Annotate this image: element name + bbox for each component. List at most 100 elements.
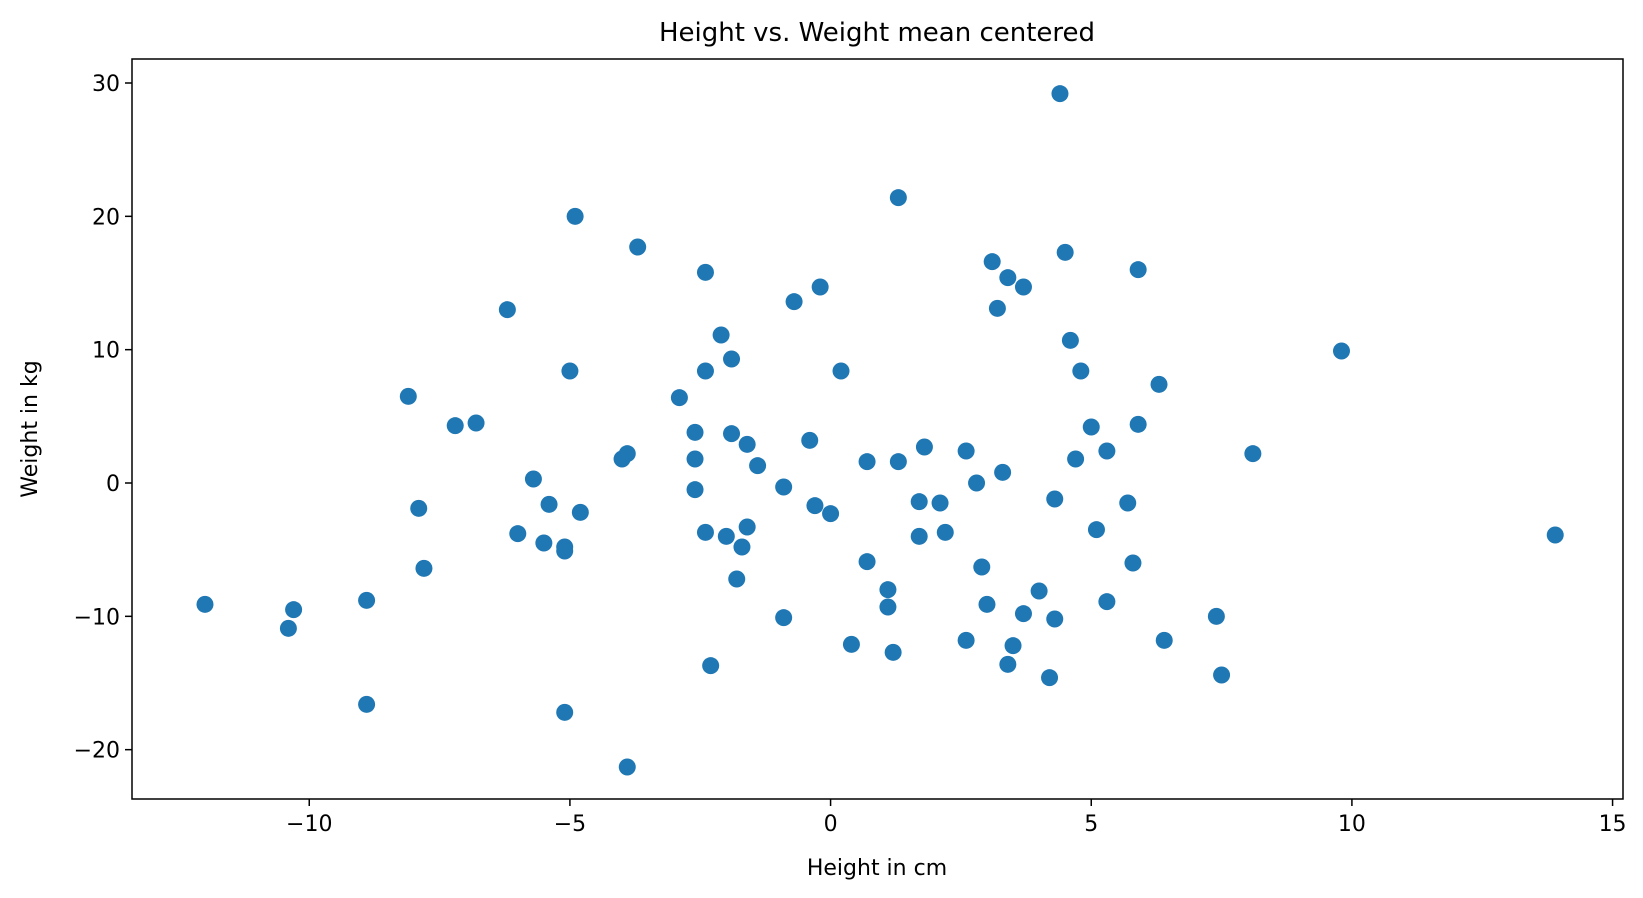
data-point	[858, 553, 876, 571]
data-point	[775, 478, 793, 496]
y-axis-ticks: −20 −10 0 10 20 30	[74, 72, 132, 764]
data-point	[1014, 278, 1032, 296]
y-tick-label: 30	[92, 72, 120, 97]
x-tick-label: 5	[1084, 812, 1098, 837]
data-point	[879, 598, 897, 616]
data-point	[1067, 450, 1085, 468]
data-point	[936, 523, 954, 541]
data-point	[561, 362, 579, 380]
data-point	[196, 595, 214, 613]
data-point	[696, 263, 714, 281]
data-point	[540, 495, 558, 513]
data-point	[1046, 490, 1064, 508]
data-point	[1546, 526, 1564, 544]
data-point	[1098, 593, 1116, 611]
data-point	[957, 442, 975, 460]
data-point	[1155, 631, 1173, 649]
data-point	[968, 474, 986, 492]
data-point	[1041, 669, 1059, 687]
data-point	[889, 189, 907, 207]
data-point	[1056, 243, 1074, 261]
data-point	[999, 269, 1017, 287]
data-point	[618, 445, 636, 463]
data-point	[1207, 607, 1225, 625]
y-tick-label: −10	[74, 605, 120, 630]
data-point	[415, 559, 433, 577]
x-tick-label: 0	[824, 812, 838, 837]
data-point	[1051, 85, 1069, 103]
x-tick-label: 10	[1338, 812, 1366, 837]
data-point	[571, 503, 589, 521]
data-point	[1129, 261, 1147, 279]
data-point	[618, 758, 636, 776]
y-tick-label: 10	[92, 339, 120, 364]
data-point	[467, 414, 485, 432]
data-point	[801, 431, 819, 449]
plot-area-frame	[131, 58, 1624, 800]
data-point	[978, 595, 996, 613]
data-point	[1014, 605, 1032, 623]
data-point	[957, 631, 975, 649]
data-point	[738, 518, 756, 536]
data-point	[1119, 494, 1137, 512]
data-point	[1129, 415, 1147, 433]
data-point	[556, 542, 574, 560]
data-point	[556, 703, 574, 721]
y-tick-label: −20	[74, 739, 120, 764]
data-point	[1061, 331, 1079, 349]
data-point	[629, 238, 647, 256]
data-point	[279, 619, 297, 637]
data-point	[686, 450, 704, 468]
data-point	[983, 253, 1001, 271]
data-point	[775, 609, 793, 627]
data-point	[842, 635, 860, 653]
data-point	[446, 417, 464, 435]
data-point	[1244, 445, 1262, 463]
data-point	[717, 527, 735, 545]
data-point	[910, 493, 928, 511]
data-point	[723, 425, 741, 443]
data-point	[696, 362, 714, 380]
data-point	[822, 505, 840, 523]
data-point	[399, 387, 417, 405]
data-point	[999, 655, 1017, 673]
data-point	[410, 499, 428, 517]
data-point	[910, 527, 928, 545]
data-point	[884, 643, 902, 661]
data-point	[728, 570, 746, 588]
data-point	[1082, 418, 1100, 436]
data-point	[702, 657, 720, 675]
data-point	[535, 534, 553, 552]
data-point	[1150, 375, 1168, 393]
data-points	[196, 85, 1564, 776]
data-point	[686, 423, 704, 441]
data-point	[889, 453, 907, 471]
data-point	[566, 207, 584, 225]
data-point	[696, 523, 714, 541]
data-point	[915, 438, 933, 456]
data-point	[285, 601, 303, 619]
x-tick-label: −5	[554, 812, 586, 837]
data-point	[1124, 554, 1142, 572]
data-point	[1098, 442, 1116, 460]
data-point	[806, 497, 824, 515]
data-point	[723, 350, 741, 368]
y-axis-label: Weight in kg	[18, 360, 43, 497]
x-tick-label: −10	[286, 812, 332, 837]
x-axis-label: Height in cm	[807, 856, 947, 881]
data-point	[670, 389, 688, 407]
data-point	[1072, 362, 1090, 380]
data-point	[1087, 521, 1105, 539]
y-tick-label: 0	[106, 472, 120, 497]
x-axis-ticks: −10 −5 0 5 10 15	[286, 799, 1627, 837]
chart-title: Height vs. Weight mean centered	[659, 18, 1095, 48]
data-point	[1004, 637, 1022, 655]
data-point	[931, 494, 949, 512]
data-point	[988, 299, 1006, 317]
data-point	[712, 326, 730, 344]
data-point	[879, 581, 897, 599]
y-tick-label: 20	[92, 205, 120, 230]
data-point	[1046, 610, 1064, 628]
data-point	[524, 470, 542, 488]
